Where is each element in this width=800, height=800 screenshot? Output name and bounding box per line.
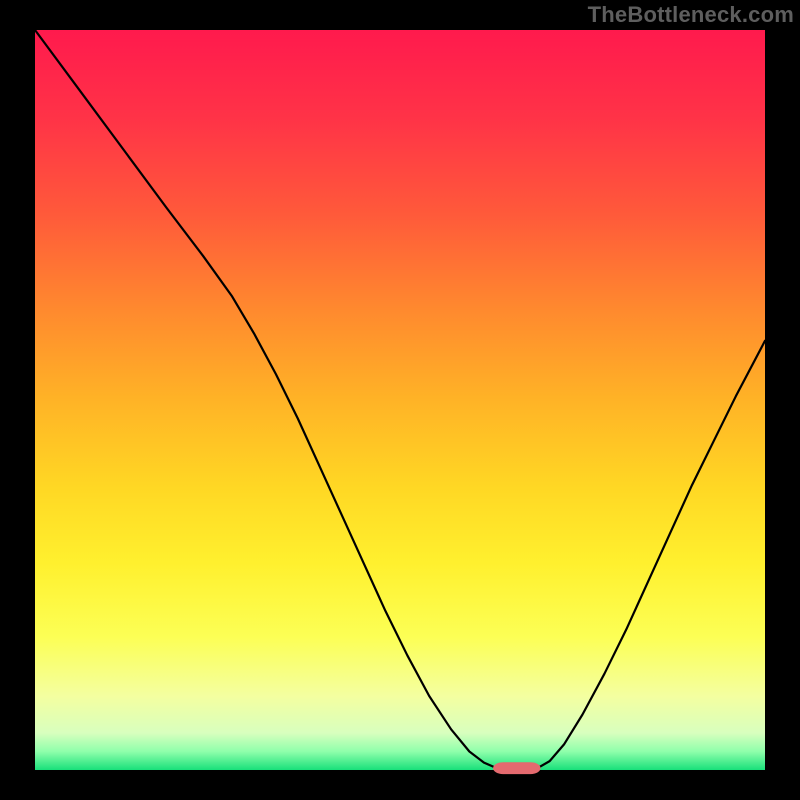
chart-stage: TheBottleneck.com (0, 0, 800, 800)
plot-background (35, 30, 765, 770)
bottleneck-chart-svg (0, 0, 800, 800)
optimal-marker (493, 762, 540, 774)
